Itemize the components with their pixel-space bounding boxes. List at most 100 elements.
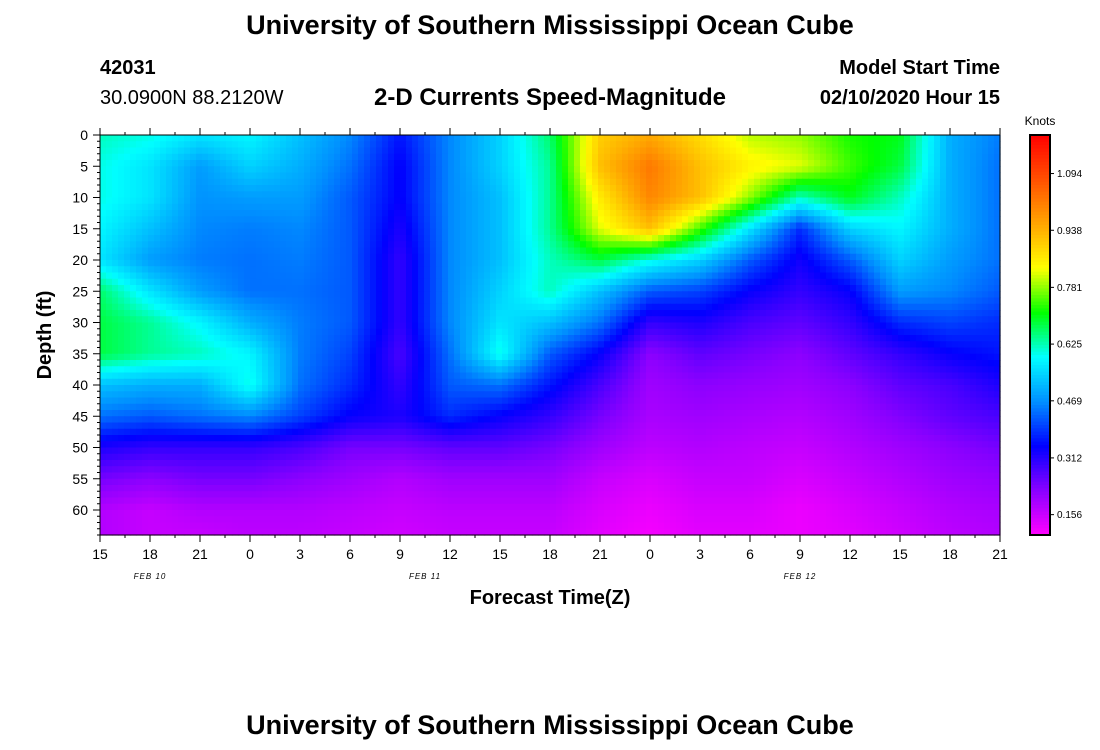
heatmap-cell <box>232 178 239 186</box>
heatmap-cell <box>292 178 299 186</box>
heatmap-cell <box>184 160 191 167</box>
heatmap-cell <box>862 185 869 192</box>
heatmap-cell <box>400 135 407 142</box>
heatmap-cell <box>874 253 881 261</box>
heatmap-cell <box>640 160 647 167</box>
heatmap-cell <box>574 210 581 217</box>
heatmap-cell <box>112 160 119 167</box>
heatmap-cell <box>520 235 527 242</box>
heatmap-cell <box>652 135 659 142</box>
heatmap-cell <box>976 185 983 192</box>
heatmap-cell <box>832 291 839 299</box>
heatmap-cell <box>928 285 935 292</box>
heatmap-cell <box>568 297 575 305</box>
heatmap-cell <box>574 160 581 167</box>
heatmap-cell <box>292 197 299 205</box>
heatmap-cell <box>844 285 851 292</box>
heatmap-cell <box>580 285 587 292</box>
heatmap-cell <box>364 203 371 211</box>
heatmap-cell <box>532 278 539 286</box>
heatmap-cell <box>262 310 269 317</box>
heatmap-cell <box>922 278 929 286</box>
heatmap-cell <box>394 241 401 249</box>
heatmap-cell <box>448 322 455 330</box>
heatmap-cell <box>220 203 227 211</box>
heatmap-cell <box>628 222 635 230</box>
heatmap-cell <box>190 322 197 330</box>
heatmap-cell <box>172 316 179 324</box>
heatmap-cell <box>694 228 701 236</box>
heatmap-cell <box>370 272 377 280</box>
heatmap-cell <box>790 160 797 167</box>
heatmap-cell <box>664 266 671 274</box>
heatmap-cell <box>970 253 977 261</box>
heatmap-cell <box>808 291 815 299</box>
heatmap-cell <box>736 253 743 261</box>
heatmap-cell <box>520 191 527 199</box>
heatmap-cell <box>328 253 335 261</box>
heatmap-cell <box>274 216 281 224</box>
heatmap-cell <box>238 172 245 180</box>
heatmap-cell <box>658 335 665 342</box>
heatmap-cell <box>190 278 197 286</box>
heatmap-cell <box>466 310 473 317</box>
heatmap-cell <box>526 272 533 280</box>
heatmap-cell <box>796 141 803 149</box>
heatmap-cell <box>910 328 917 336</box>
heatmap-cell <box>514 266 521 274</box>
heatmap-cell <box>148 191 155 199</box>
heatmap-cell <box>934 322 941 330</box>
heatmap-cell <box>466 178 473 186</box>
heatmap-cell <box>466 235 473 242</box>
heatmap-cell <box>274 335 281 342</box>
heatmap-cell <box>544 222 551 230</box>
heatmap-cell <box>514 228 521 236</box>
heatmap-cell <box>520 153 527 161</box>
heatmap-cell <box>982 266 989 274</box>
heatmap-cell <box>946 153 953 161</box>
heatmap-cell <box>166 310 173 317</box>
heatmap-cell <box>976 241 983 249</box>
heatmap-cell <box>712 266 719 274</box>
heatmap-cell <box>466 172 473 180</box>
heatmap-cell <box>112 153 119 161</box>
heatmap-cell <box>874 260 881 267</box>
heatmap-cell <box>124 166 131 174</box>
heatmap-cell <box>568 185 575 192</box>
heatmap-cell <box>688 172 695 180</box>
heatmap-cell <box>388 191 395 199</box>
heatmap-cell <box>202 335 209 342</box>
heatmap-cell <box>898 310 905 317</box>
heatmap-cell <box>238 141 245 149</box>
heatmap-cell <box>310 222 317 230</box>
heatmap-cell <box>262 160 269 167</box>
heatmap-cell <box>316 191 323 199</box>
heatmap-cell <box>142 178 149 186</box>
heatmap-cell <box>136 260 143 267</box>
heatmap-cell <box>550 203 557 211</box>
heatmap-cell <box>862 328 869 336</box>
heatmap-cell <box>622 178 629 186</box>
heatmap-cell <box>100 272 107 280</box>
heatmap-cell <box>934 335 941 342</box>
heatmap-cell <box>796 172 803 180</box>
heatmap-cell <box>700 160 707 167</box>
heatmap-cell <box>238 322 245 330</box>
heatmap-cell <box>808 172 815 180</box>
heatmap-cell <box>820 203 827 211</box>
heatmap-cell <box>226 291 233 299</box>
heatmap-cell <box>220 253 227 261</box>
heatmap-cells <box>100 135 1001 536</box>
heatmap-cell <box>472 253 479 261</box>
heatmap-cell <box>724 291 731 299</box>
heatmap-cell <box>934 253 941 261</box>
heatmap-cell <box>994 135 1001 142</box>
heatmap-cell <box>466 135 473 142</box>
heatmap-cell <box>826 153 833 161</box>
heatmap-cell <box>232 160 239 167</box>
heatmap-cell <box>454 191 461 199</box>
heatmap-cell <box>100 172 107 180</box>
heatmap-cell <box>712 247 719 255</box>
heatmap-cell <box>106 172 113 180</box>
heatmap-cell <box>376 172 383 180</box>
